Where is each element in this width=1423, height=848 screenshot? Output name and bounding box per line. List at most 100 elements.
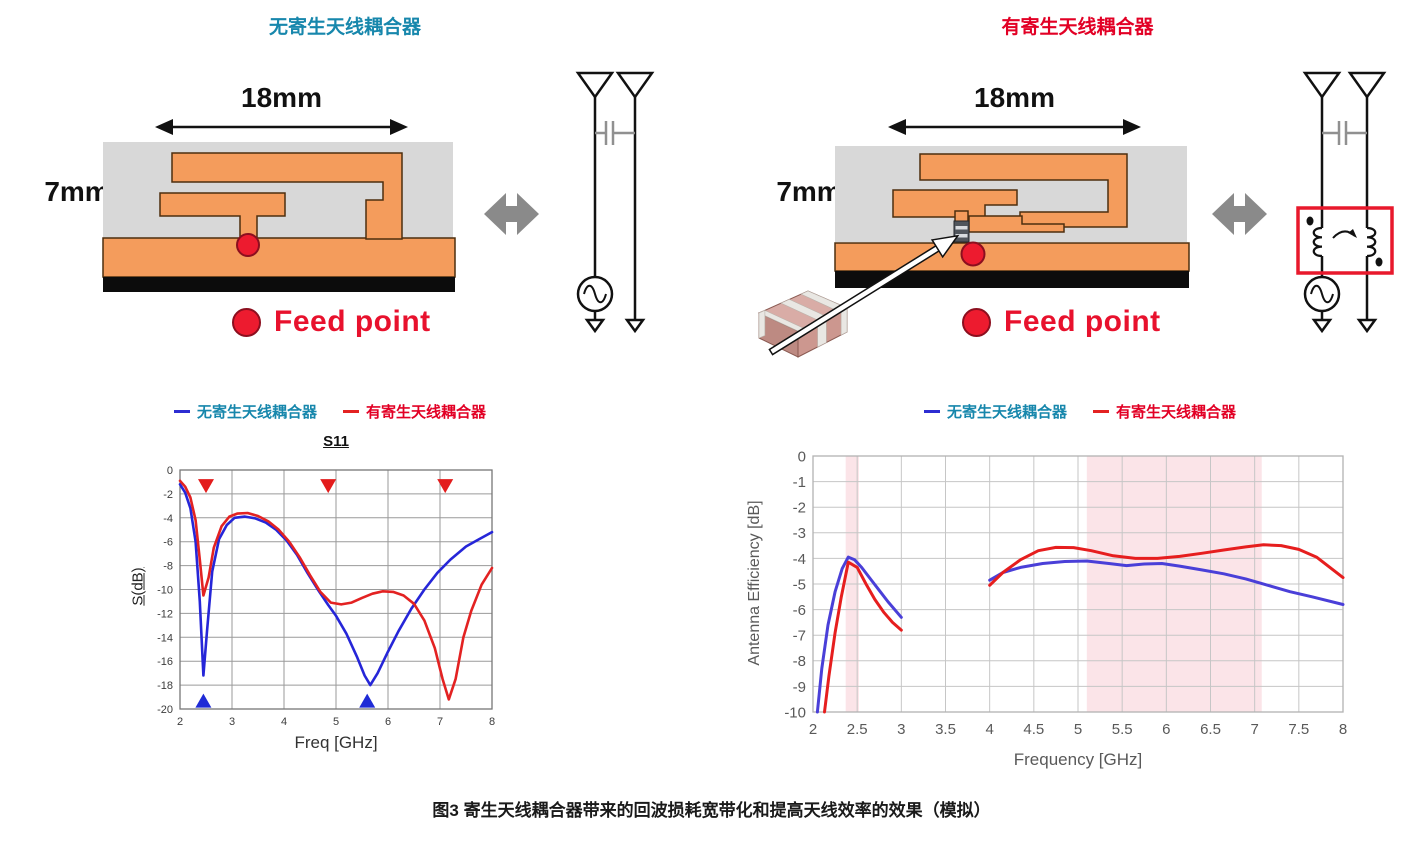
- y-tick-label: -7: [793, 628, 806, 645]
- legend-dash-icon: [923, 410, 940, 413]
- feed-point-legend: Feed point: [232, 305, 431, 339]
- panel-title-no-coupler: 无寄生天线耦合器: [268, 17, 421, 38]
- y-tick-label: -1: [793, 474, 806, 491]
- x-tick-label: 5: [1074, 721, 1082, 738]
- x-tick-label: 2: [809, 721, 817, 738]
- y-tick-label: 0: [167, 465, 173, 477]
- feed-point-legend: Feed point: [962, 305, 1161, 339]
- efficiency-legend: 无寄生天线耦合器 有寄生天线耦合器: [880, 401, 1280, 422]
- legend-label: 有寄生天线耦合器: [1116, 404, 1237, 421]
- x-tick-label: 6: [385, 716, 391, 728]
- x-tick-label: 7: [1250, 721, 1258, 738]
- antenna-trace-main: [171, 152, 403, 240]
- circuit-with-coupler: [1296, 71, 1394, 334]
- y-tick-label: -4: [793, 551, 806, 568]
- pointer-arrow-icon: [768, 234, 960, 356]
- y-tick-label: -16: [157, 656, 173, 668]
- x-tick-label: 6: [1162, 721, 1170, 738]
- marker-triangle-down: [320, 479, 337, 494]
- ground-icon: [584, 318, 606, 334]
- marker-triangle-down: [437, 479, 454, 494]
- y-tick-label: -8: [793, 653, 806, 670]
- feed-point-label: Feed point: [1004, 305, 1161, 338]
- legend-item-with-coupler: 有寄生天线耦合器: [1093, 401, 1236, 422]
- ground-plane: [834, 242, 1190, 272]
- y-tick-label: -9: [793, 679, 806, 696]
- x-tick-label: 3.5: [935, 721, 956, 738]
- legend-dash-icon: [173, 410, 190, 413]
- antenna-diagram-no-coupler: [102, 71, 655, 334]
- ground-icon: [1311, 318, 1333, 334]
- antenna-diagram-with-coupler: [757, 71, 1394, 358]
- s11-chart: 2 3 4 5 6 7 8 0 -2 -4 -6 -8 -10 -12 -14 -16 -18 -20: [157, 465, 495, 728]
- x-tick-label: 7: [437, 716, 443, 728]
- antenna-trace-feed: [892, 189, 1018, 218]
- series-line-with-coupler: [178, 479, 494, 701]
- x-tick-label: 2.5: [847, 721, 868, 738]
- s11-xlabel: Freq [GHz]: [294, 733, 378, 752]
- efficiency-ylabel: Antenna Efficiency [dB]: [746, 500, 763, 666]
- source-icon: [576, 275, 614, 313]
- y-tick-label: -10: [784, 704, 806, 721]
- width-dimension-label: 18mm: [241, 82, 322, 113]
- pcb-edge: [103, 277, 455, 292]
- legend-label: 有寄生天线耦合器: [366, 404, 487, 421]
- x-tick-label: 3: [229, 716, 235, 728]
- circuit-no-coupler: [575, 71, 655, 334]
- x-tick-label: 7.5: [1288, 721, 1309, 738]
- figure-caption: 图3 寄生天线耦合器带来的回波损耗宽带化和提高天线效率的效果（模拟）: [432, 801, 991, 820]
- antenna-trace-main: [919, 153, 1128, 228]
- y-tick-label: 0: [798, 448, 806, 465]
- y-tick-label: -20: [157, 704, 173, 716]
- x-tick-label: 2: [177, 716, 183, 728]
- equivalence-arrow-icon: [1212, 193, 1267, 235]
- capacitor-icon: [1322, 121, 1367, 145]
- y-tick-label: -18: [157, 680, 173, 692]
- height-dimension-label: 7mm: [776, 176, 842, 207]
- y-tick-label: -3: [793, 525, 806, 542]
- series-line-no-coupler: [988, 559, 1345, 606]
- coupler-highlight-box: [1296, 206, 1394, 275]
- ground-plane: [102, 237, 456, 278]
- width-dimension-label: 18mm: [974, 82, 1055, 113]
- coupled-inductors-icon: [1306, 216, 1383, 267]
- legend-item-no-coupler: 无寄生天线耦合器: [173, 401, 317, 422]
- x-tick-label: 4.5: [1023, 721, 1044, 738]
- ground-icon: [1356, 318, 1378, 334]
- feed-point-label: Feed point: [274, 305, 431, 338]
- legend-item-with-coupler: 有寄生天线耦合器: [343, 401, 486, 422]
- height-dimension-label: 7mm: [44, 176, 110, 207]
- marker-triangle-down: [198, 479, 214, 494]
- ground-icon: [624, 318, 646, 334]
- pcb-with-coupler: [834, 146, 1190, 288]
- s11-chart-title: S11: [323, 433, 349, 450]
- series-line-no-coupler: [815, 555, 903, 714]
- legend-item-no-coupler: 无寄生天线耦合器: [923, 401, 1067, 422]
- plot-border: [179, 469, 493, 710]
- panel-title-with-coupler: 有寄生天线耦合器: [1001, 17, 1154, 38]
- feed-point-dot: [236, 233, 260, 257]
- capacitor-icon: [595, 121, 635, 145]
- series-line-with-coupler: [823, 560, 903, 714]
- x-tick-label: 8: [1339, 721, 1347, 738]
- equivalence-arrow-icon: [484, 193, 539, 235]
- x-tick-label: 6.5: [1200, 721, 1221, 738]
- feed-point-dot: [960, 241, 986, 267]
- y-tick-label: -14: [157, 632, 173, 644]
- y-tick-label: -2: [163, 489, 173, 501]
- efficiency-xlabel: Frequency [GHz]: [1013, 750, 1143, 769]
- x-tick-label: 4: [985, 721, 993, 738]
- y-tick-label: -6: [793, 602, 806, 619]
- y-tick-label: -6: [163, 537, 173, 549]
- feed-point-icon: [232, 307, 261, 337]
- series-line-with-coupler: [988, 543, 1345, 587]
- y-tick-label: -12: [157, 608, 173, 620]
- s11-legend: 无寄生天线耦合器 有寄生天线耦合器: [140, 401, 520, 422]
- y-tick-label: -2: [793, 500, 806, 517]
- x-tick-label: 4: [281, 716, 287, 728]
- y-tick-label: -10: [157, 584, 173, 596]
- s11-ylabel: S(dB): [129, 567, 147, 606]
- pcb-edge: [835, 271, 1189, 288]
- plot-border: [812, 455, 1344, 713]
